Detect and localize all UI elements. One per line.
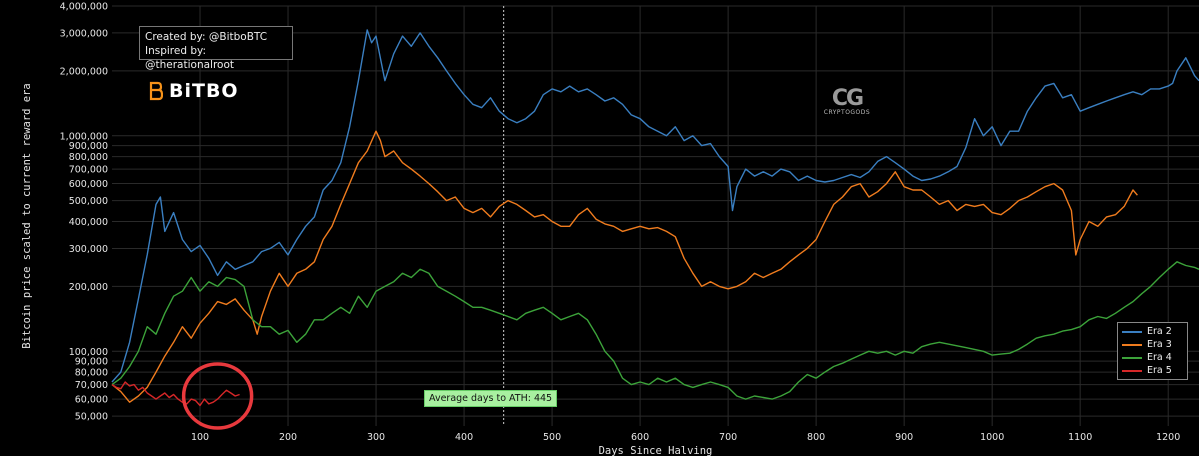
y-tick-label: 60,000 — [75, 395, 108, 406]
cryptogods-wordmark: CRYPTOGODS — [823, 109, 871, 116]
bitbo-logo: BiTBO — [149, 80, 239, 102]
series-line-era-2 — [111, 29, 1199, 383]
x-tick-label: 1100 — [1068, 432, 1092, 443]
x-tick-label: 800 — [807, 432, 825, 443]
bitbo-logo-icon — [149, 81, 163, 101]
bitbo-wordmark: BiTBO — [169, 80, 239, 102]
x-tick-label: 500 — [543, 432, 561, 443]
legend-swatch — [1122, 356, 1142, 359]
inspired-by-text: Inspired by: @therationalroot — [145, 45, 234, 71]
y-tick-label: 800,000 — [69, 152, 108, 163]
x-tick-label: 100 — [191, 432, 209, 443]
legend-label: Era 2 — [1147, 326, 1172, 337]
legend-label: Era 3 — [1147, 339, 1172, 350]
y-tick-label: 90,000 — [75, 357, 108, 368]
legend-item-era-5[interactable]: Era 5 — [1118, 364, 1187, 377]
y-tick-label: 200,000 — [69, 282, 108, 293]
y-tick-label: 400,000 — [69, 217, 108, 228]
x-tick-label: 200 — [279, 432, 297, 443]
y-tick-label: 600,000 — [69, 179, 108, 190]
x-tick-label: 600 — [631, 432, 649, 443]
x-tick-label: 400 — [455, 432, 473, 443]
y-tick-label: 70,000 — [75, 380, 108, 391]
created-by-text: Created by: @BitboBTC — [145, 31, 268, 43]
y-tick-label: 1,000,000 — [60, 131, 108, 142]
grid-lines — [112, 5, 1199, 426]
legend-swatch — [1122, 343, 1142, 346]
x-tick-label: 700 — [719, 432, 737, 443]
cryptogods-mark: CG — [831, 86, 864, 111]
legend-item-era-2[interactable]: Era 2 — [1118, 325, 1187, 338]
series-lines — [111, 29, 1199, 407]
x-axis-label: Days Since Halving — [599, 445, 713, 456]
x-axis-ticks: 100 200 300 400 500 600 700 800 900 1000 1100 1200 — [191, 432, 1180, 443]
legend-item-era-3[interactable]: Era 3 — [1118, 338, 1187, 351]
y-tick-label: 300,000 — [69, 244, 108, 255]
legend-label: Era 5 — [1147, 365, 1172, 376]
y-tick-label: 500,000 — [69, 196, 108, 207]
y-tick-label: 80,000 — [75, 368, 108, 379]
y-axis-label: Bitcoin price scaled to current reward e… — [21, 83, 33, 349]
era5-highlight-circle — [181, 362, 254, 430]
legend: Era 2 Era 3 Era 4 Era 5 — [1117, 322, 1188, 380]
legend-swatch — [1122, 369, 1142, 372]
y-tick-label: 4,000,000 — [60, 2, 108, 13]
y-tick-label: 2,000,000 — [60, 66, 108, 77]
x-tick-label: 1000 — [980, 432, 1004, 443]
x-tick-label: 1200 — [1156, 432, 1180, 443]
series-line-era-5 — [111, 381, 240, 407]
legend-swatch — [1122, 330, 1142, 333]
legend-item-era-4[interactable]: Era 4 — [1118, 351, 1187, 364]
y-tick-label: 700,000 — [69, 165, 108, 176]
cryptogods-logo: CG CRYPTOGODS — [818, 86, 876, 116]
x-tick-label: 300 — [367, 432, 385, 443]
average-days-to-ath-label: Average days to ATH: 445 — [424, 390, 558, 407]
series-line-era-3 — [111, 130, 1138, 403]
x-tick-label: 900 — [895, 432, 913, 443]
highlight-circle-shape — [181, 362, 254, 430]
legend-label: Era 4 — [1147, 352, 1172, 363]
credit-box: Created by: @BitboBTC Inspired by: @ther… — [139, 26, 293, 71]
y-tick-label: 3,000,000 — [60, 28, 108, 39]
y-tick-label: 900,000 — [69, 141, 108, 152]
y-tick-label: 100,000 — [69, 347, 108, 358]
y-tick-label: 50,000 — [75, 412, 108, 423]
series-line-era-4 — [111, 261, 1199, 400]
